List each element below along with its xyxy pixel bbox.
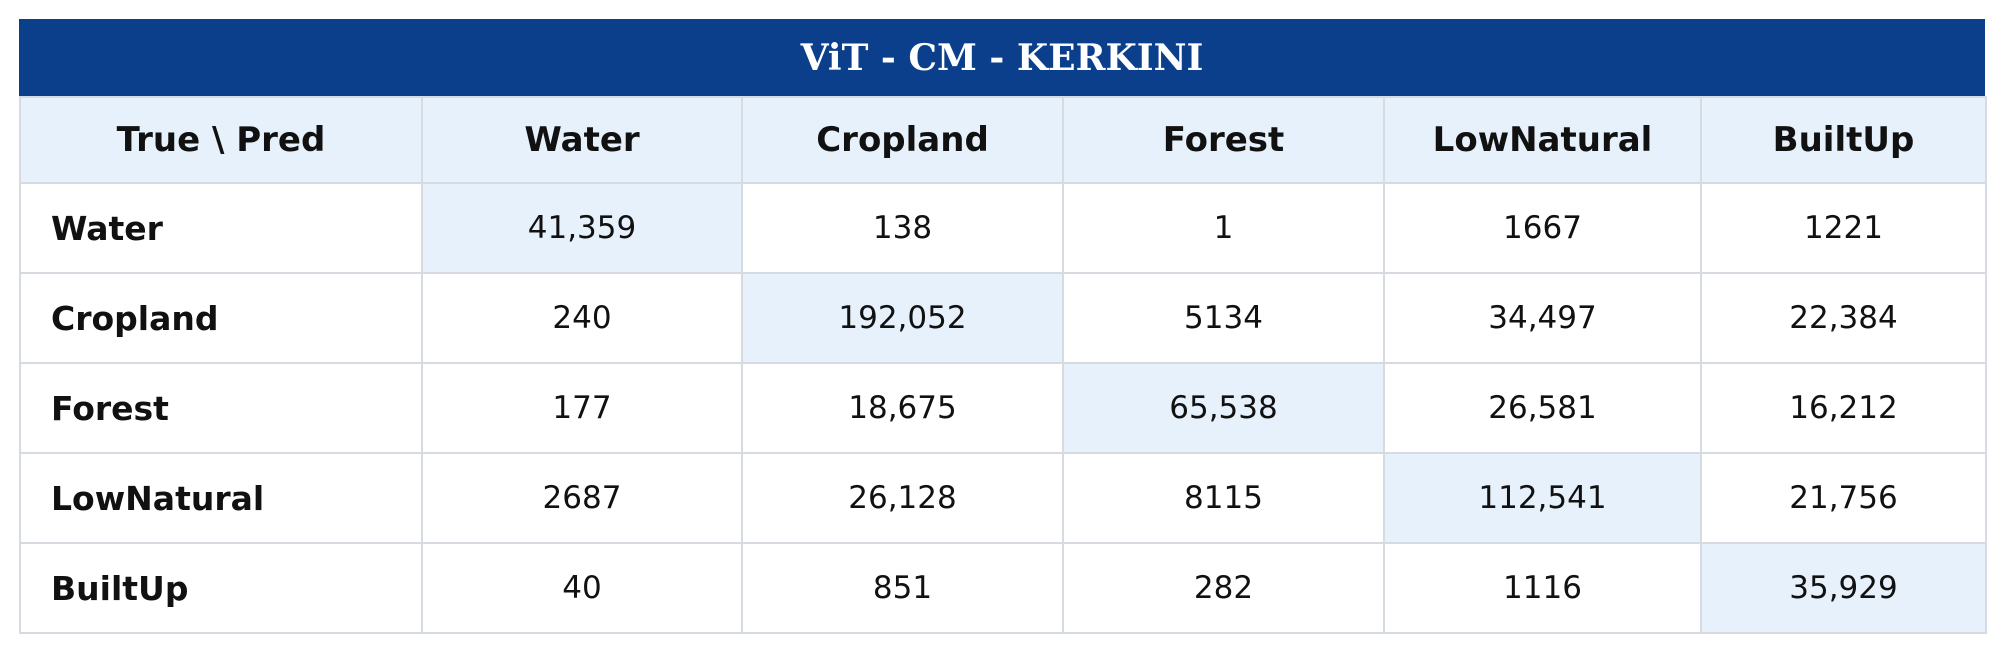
matrix-cell: 65,538 — [1062, 362, 1385, 454]
header-cell: Cropland — [741, 96, 1064, 184]
matrix-cell: 8115 — [1062, 452, 1385, 544]
header-cell: Water — [421, 96, 743, 184]
confusion-matrix: ViT - CM - KERKINI True \ Pred Water Cropl… — [19, 19, 1987, 634]
matrix-cell: 851 — [741, 542, 1064, 634]
matrix-cell: 112,541 — [1383, 452, 1702, 544]
row-label: LowNatural — [19, 452, 423, 544]
matrix-cell: 22,384 — [1700, 272, 1987, 364]
table-row: BuiltUp 40 851 282 1116 35,929 — [19, 542, 1987, 634]
row-label: BuiltUp — [19, 542, 423, 634]
matrix-cell: 1116 — [1383, 542, 1702, 634]
matrix-cell: 16,212 — [1700, 362, 1987, 454]
table-row: LowNatural 2687 26,128 8115 112,541 21,756 — [19, 452, 1987, 544]
matrix-cell: 35,929 — [1700, 542, 1987, 634]
matrix-cell: 1221 — [1700, 182, 1987, 274]
matrix-cell: 26,128 — [741, 452, 1064, 544]
table-row: Water 41,359 138 1 1667 1221 — [19, 182, 1987, 274]
table-title: ViT - CM - KERKINI — [19, 19, 1985, 96]
row-label: Water — [19, 182, 423, 274]
matrix-cell: 26,581 — [1383, 362, 1702, 454]
matrix-cell: 40 — [421, 542, 743, 634]
header-row: True \ Pred Water Cropland Forest LowNatural… — [19, 96, 1987, 184]
matrix-cell: 192,052 — [741, 272, 1064, 364]
header-cell: Forest — [1062, 96, 1385, 184]
matrix-cell: 138 — [741, 182, 1064, 274]
matrix-cell: 240 — [421, 272, 743, 364]
header-cell: BuiltUp — [1700, 96, 1987, 184]
table-row: Forest 177 18,675 65,538 26,581 16,212 — [19, 362, 1987, 454]
matrix-table: True \ Pred Water Cropland Forest LowNatural… — [19, 96, 1987, 634]
matrix-cell: 21,756 — [1700, 452, 1987, 544]
matrix-cell: 177 — [421, 362, 743, 454]
matrix-cell: 1 — [1062, 182, 1385, 274]
matrix-cell: 2687 — [421, 452, 743, 544]
table-row: Cropland 240 192,052 5134 34,497 22,384 — [19, 272, 1987, 364]
header-cell: LowNatural — [1383, 96, 1702, 184]
matrix-cell: 282 — [1062, 542, 1385, 634]
matrix-cell: 34,497 — [1383, 272, 1702, 364]
matrix-cell: 5134 — [1062, 272, 1385, 364]
matrix-cell: 41,359 — [421, 182, 743, 274]
row-label: Cropland — [19, 272, 423, 364]
table-body: Water 41,359 138 1 1667 1221 Cropland 240 192,05… — [19, 182, 1987, 634]
matrix-cell: 1667 — [1383, 182, 1702, 274]
row-label: Forest — [19, 362, 423, 454]
header-cell: True \ Pred — [19, 96, 423, 184]
matrix-cell: 18,675 — [741, 362, 1064, 454]
